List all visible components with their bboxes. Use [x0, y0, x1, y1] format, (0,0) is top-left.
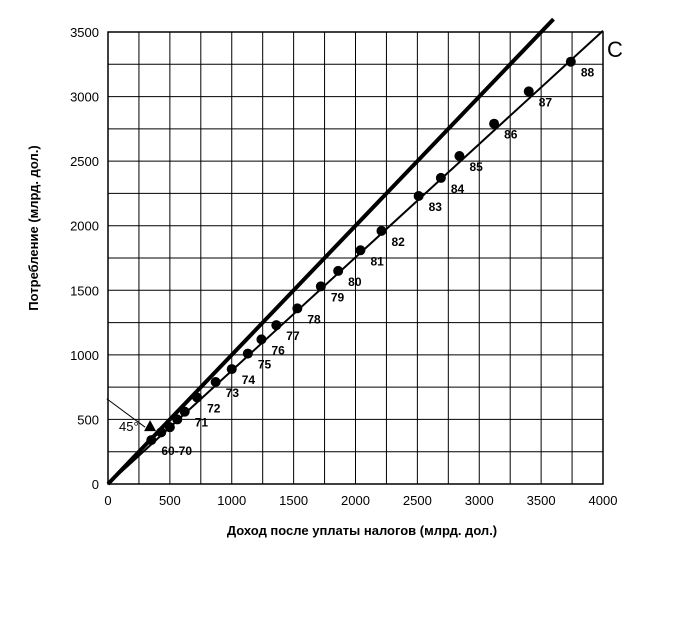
data-point-label: 60-70 — [161, 444, 192, 458]
angle-45-label: 45° — [119, 419, 139, 434]
data-point-label: 80 — [348, 275, 362, 289]
y-tick-label: 1000 — [70, 348, 99, 363]
data-point — [256, 334, 267, 345]
data-point — [355, 245, 366, 256]
data-point — [435, 172, 446, 183]
data-point-label: 88 — [581, 66, 595, 80]
data-point-label: 79 — [331, 290, 345, 304]
y-axis-label: Потребление (млрд. дол.) — [26, 145, 41, 310]
data-point-label: 78 — [307, 312, 321, 326]
x-tick-label: 500 — [159, 493, 181, 508]
data-point — [210, 376, 221, 387]
chart-points — [146, 56, 576, 446]
x-tick-label: 0 — [104, 493, 111, 508]
data-point-label: 81 — [370, 254, 384, 268]
data-point-label: 77 — [286, 329, 300, 343]
x-tick-label: 3000 — [465, 493, 494, 508]
data-point — [523, 86, 534, 97]
x-tick-label: 2500 — [403, 493, 432, 508]
data-point-label: 82 — [391, 235, 405, 249]
data-point — [156, 427, 167, 438]
data-point — [333, 265, 344, 276]
data-point — [242, 348, 253, 359]
x-tick-label: 4000 — [589, 493, 618, 508]
y-tick-label: 2500 — [70, 154, 99, 169]
data-point-label: 86 — [504, 128, 518, 142]
data-point — [413, 191, 424, 202]
x-tick-label: 2000 — [341, 493, 370, 508]
data-point — [226, 364, 237, 375]
data-point-label: 84 — [451, 182, 465, 196]
angle-45-marker — [144, 420, 157, 432]
chart-ticks: 0 500 1000 1500 2000 2500 3000 3500 4000 0 500 1000… — [70, 25, 617, 508]
data-point — [315, 281, 326, 292]
y-tick-label: 1500 — [70, 283, 99, 298]
data-point-label: 73 — [226, 386, 240, 400]
data-point-label: 87 — [539, 95, 553, 109]
x-tick-label: 1500 — [279, 493, 308, 508]
data-point-label: 76 — [271, 343, 285, 357]
data-point-label: 71 — [195, 416, 209, 430]
consumption-line — [107, 29, 604, 485]
angle-leader-line — [106, 398, 146, 428]
line-45-degree — [106, 17, 555, 486]
data-point — [454, 150, 465, 161]
data-point-label: 85 — [469, 160, 483, 174]
data-point — [489, 118, 500, 129]
x-tick-label: 3500 — [527, 493, 556, 508]
data-point — [172, 414, 183, 425]
data-point — [179, 406, 190, 417]
data-point — [565, 56, 576, 67]
y-tick-label: 500 — [77, 412, 99, 427]
chart-lines — [106, 17, 604, 486]
data-point — [271, 320, 282, 331]
y-tick-label: 0 — [92, 477, 99, 492]
data-point-label: 74 — [242, 373, 256, 387]
x-tick-label: 1000 — [217, 493, 246, 508]
y-tick-label: 3500 — [70, 25, 99, 40]
data-point — [292, 303, 303, 314]
data-point-label: 83 — [429, 200, 443, 214]
consumption-line-label: C — [607, 37, 623, 62]
y-tick-label: 2000 — [70, 219, 99, 234]
data-point — [376, 225, 387, 236]
x-axis-label: Доход после уплаты налогов (млрд. дол.) — [227, 523, 497, 538]
data-point — [164, 422, 175, 433]
data-point — [146, 435, 157, 446]
data-point-label: 75 — [258, 358, 272, 372]
y-tick-label: 3000 — [70, 90, 99, 105]
data-point — [192, 392, 203, 403]
data-point-label: 72 — [207, 401, 221, 415]
